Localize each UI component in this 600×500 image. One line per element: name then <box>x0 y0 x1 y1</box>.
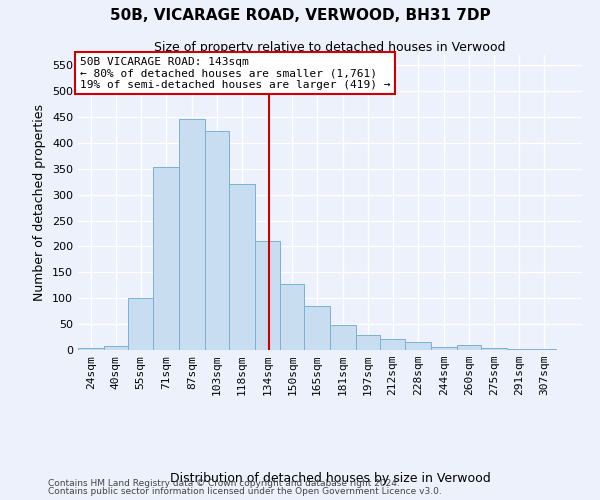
Title: Size of property relative to detached houses in Verwood: Size of property relative to detached ho… <box>154 41 506 54</box>
Bar <box>330 324 356 350</box>
Bar <box>457 346 481 350</box>
Bar <box>380 338 406 350</box>
Bar <box>431 348 457 350</box>
Bar <box>304 306 330 350</box>
Bar <box>179 118 205 350</box>
Bar <box>406 342 431 350</box>
Bar <box>78 348 104 350</box>
Bar <box>280 284 304 350</box>
Bar <box>356 335 380 350</box>
Text: Contains HM Land Registry data © Crown copyright and database right 2024.: Contains HM Land Registry data © Crown c… <box>48 478 400 488</box>
Bar <box>104 346 128 350</box>
X-axis label: Distribution of detached houses by size in Verwood: Distribution of detached houses by size … <box>170 472 490 485</box>
Text: 50B, VICARAGE ROAD, VERWOOD, BH31 7DP: 50B, VICARAGE ROAD, VERWOOD, BH31 7DP <box>110 8 490 22</box>
Bar <box>229 184 254 350</box>
Bar <box>205 131 229 350</box>
Text: Contains public sector information licensed under the Open Government Licence v3: Contains public sector information licen… <box>48 487 442 496</box>
Text: 50B VICARAGE ROAD: 143sqm
← 80% of detached houses are smaller (1,761)
19% of se: 50B VICARAGE ROAD: 143sqm ← 80% of detac… <box>80 56 390 90</box>
Bar <box>254 242 280 350</box>
Bar <box>128 298 154 350</box>
Y-axis label: Number of detached properties: Number of detached properties <box>34 104 46 301</box>
Bar <box>481 348 506 350</box>
Bar <box>154 168 179 350</box>
